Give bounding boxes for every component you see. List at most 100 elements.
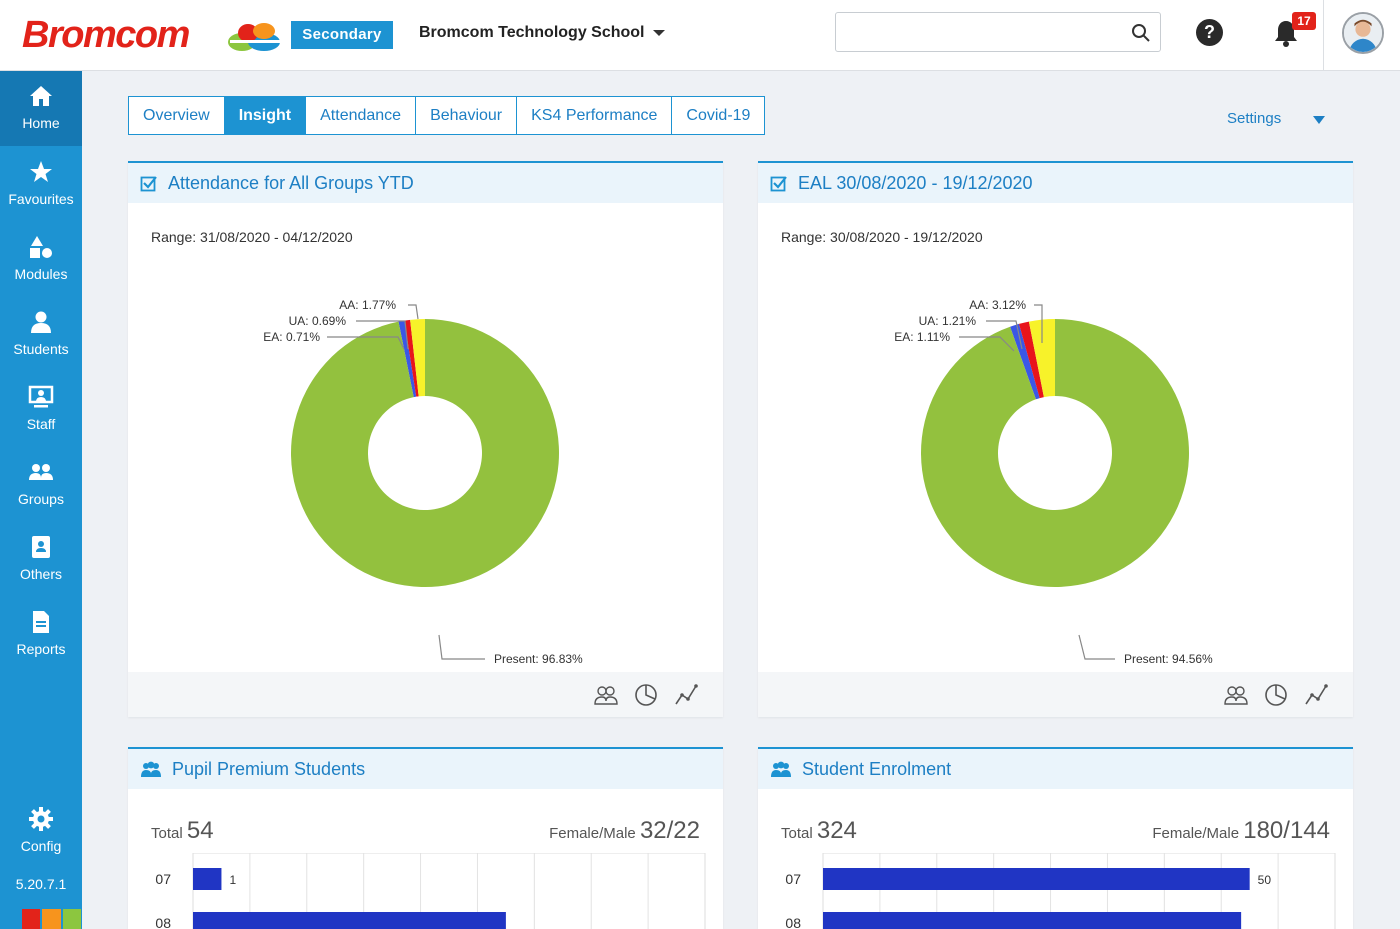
top-bar: Bromcom Secondary Bromcom Technology Sch…: [0, 0, 1400, 71]
sidebar-item-label: Reports: [16, 641, 66, 657]
slice-ea[interactable]: [398, 320, 417, 398]
people-icon[interactable]: [593, 682, 619, 708]
slice-label-ea: EA: 1.11%: [894, 330, 950, 344]
checkbox-checked-icon: [140, 176, 157, 192]
tab-behaviour[interactable]: Behaviour: [416, 97, 518, 134]
version-label: 5.20.7.1: [15, 876, 67, 892]
total-value: 54: [186, 817, 214, 844]
star-icon: [30, 161, 52, 182]
notification-badge: 17: [1292, 12, 1316, 30]
pupil-premium-panel: Pupil Premium Students Total 54 Female/M…: [128, 747, 723, 929]
sidebar-item-reports[interactable]: Reports: [0, 597, 82, 672]
female-male-label: Female/Male: [549, 825, 636, 842]
sidebar-item-config[interactable]: Config: [0, 794, 82, 869]
slice-present[interactable]: [921, 319, 1189, 587]
shapes-icon: [30, 236, 52, 258]
pie-chart-icon[interactable]: [1263, 682, 1289, 708]
tab-attendance[interactable]: Attendance: [306, 97, 417, 134]
sidebar-item-home[interactable]: Home: [0, 71, 82, 146]
search-icon[interactable]: [1130, 22, 1152, 44]
bar-07[interactable]: [823, 868, 1250, 890]
color-swatch: [1, 909, 20, 929]
total-label: Total: [781, 825, 813, 842]
eal-panel: EAL 30/08/2020 - 19/12/2020 Range: 30/08…: [758, 161, 1353, 717]
sidebar-item-label: Modules: [14, 266, 68, 282]
chart-frame: [822, 853, 1336, 929]
total-label: Total: [151, 825, 183, 842]
panel-title: Pupil Premium Students: [172, 758, 366, 779]
settings-link[interactable]: Settings: [1227, 110, 1282, 127]
school-name: Bromcom Technology School: [419, 24, 645, 41]
slice-aa[interactable]: [1028, 319, 1055, 398]
bar-08[interactable]: [193, 912, 506, 929]
student-enrolment-panel: Student Enrolment Total 324 Female/Male …: [758, 747, 1353, 929]
school-selector[interactable]: Bromcom Technology School: [419, 24, 665, 42]
sidebar-item-groups[interactable]: Groups: [0, 447, 82, 522]
sidebar-item-label: Others: [19, 566, 62, 582]
female-male-value: 32/22: [639, 817, 700, 844]
search-box[interactable]: [835, 12, 1161, 52]
leader-line-ua: [356, 320, 409, 350]
color-swatch: [62, 909, 81, 929]
cloud-logo-icon: [228, 23, 280, 51]
sidebar-item-students[interactable]: Students: [0, 297, 82, 372]
line-chart-icon[interactable]: [673, 682, 699, 708]
slice-aa[interactable]: [410, 319, 425, 397]
panel-title: Student Enrolment: [802, 758, 952, 779]
group-icon: [771, 761, 791, 777]
people-icon[interactable]: [1223, 682, 1249, 708]
student-enrolment-bar-chart[interactable]: 07 50 08: [758, 853, 1353, 929]
slice-ua[interactable]: [1018, 321, 1044, 399]
leader-line-present: [1078, 634, 1115, 660]
bell-icon[interactable]: [1273, 19, 1299, 47]
sidebar-item-label: Students: [13, 341, 69, 357]
phase-badge[interactable]: Secondary: [291, 21, 393, 49]
settings-dropdown-icon[interactable]: [1313, 116, 1325, 124]
total-value: 324: [816, 817, 857, 844]
tab-ks4-performance[interactable]: KS4 Performance: [517, 97, 673, 134]
category-label: 07: [155, 871, 171, 887]
bar-08[interactable]: [823, 912, 1242, 929]
panel-title: Attendance for All Groups YTD: [168, 172, 414, 193]
sidebar-item-modules[interactable]: Modules: [0, 222, 82, 297]
sidebar-item-others[interactable]: Others: [0, 522, 82, 597]
pupil-premium-bar-chart[interactable]: 07 1 08: [128, 853, 723, 929]
color-swatch: [21, 909, 40, 929]
user-menu[interactable]: [1323, 0, 1400, 71]
panel-header: Student Enrolment: [758, 749, 1353, 789]
date-range: Range: 31/08/2020 - 04/12/2020: [151, 229, 353, 245]
sidebar-item-label: Home: [22, 115, 60, 131]
category-label: 07: [785, 871, 801, 887]
sidebar-item-staff[interactable]: Staff: [0, 372, 82, 447]
eal-donut-chart[interactable]: AA: 3.12% UA: 1.21% EA: 1.11% Present: 9…: [758, 203, 1353, 673]
search-input[interactable]: [836, 13, 1116, 51]
leader-line-ua: [986, 320, 1023, 350]
pie-chart-icon[interactable]: [633, 682, 659, 708]
slice-ea[interactable]: [1010, 323, 1040, 400]
panel-footer: [758, 672, 1353, 717]
slice-present[interactable]: [291, 319, 559, 587]
panel-header: EAL 30/08/2020 - 19/12/2020: [758, 163, 1353, 203]
tab-covid-19[interactable]: Covid-19: [686, 107, 751, 124]
avatar[interactable]: [1342, 12, 1384, 54]
sidebar-item-label: Config: [20, 838, 62, 854]
attendance-donut-chart[interactable]: AA: 1.77% UA: 0.69% EA: 0.71% Present: 9…: [128, 203, 723, 673]
sidebar-item-favourites[interactable]: Favourites: [0, 147, 82, 222]
tab-overview[interactable]: Overview: [129, 97, 225, 134]
panel-header: Attendance for All Groups YTD: [128, 163, 723, 203]
stats-row: Total 54 Female/Male 32/22: [151, 815, 700, 845]
tab-insight[interactable]: Insight: [224, 97, 307, 134]
bar-value-label: 1: [229, 873, 236, 887]
presentation-icon: [28, 385, 54, 408]
bromcom-logo[interactable]: Bromcom: [22, 14, 190, 56]
line-chart-icon[interactable]: [1303, 682, 1329, 708]
slice-ua[interactable]: [404, 319, 419, 397]
date-range: Range: 30/08/2020 - 19/12/2020: [781, 229, 983, 245]
female-male-value: 180/144: [1243, 817, 1330, 844]
bar-07[interactable]: [193, 868, 222, 890]
bar-value-label: 50: [1258, 873, 1272, 887]
help-button[interactable]: ?: [1196, 19, 1223, 46]
slice-label-ua: UA: 0.69%: [289, 314, 347, 328]
color-strip: [0, 909, 82, 929]
leader-line-ea: [959, 336, 1015, 352]
